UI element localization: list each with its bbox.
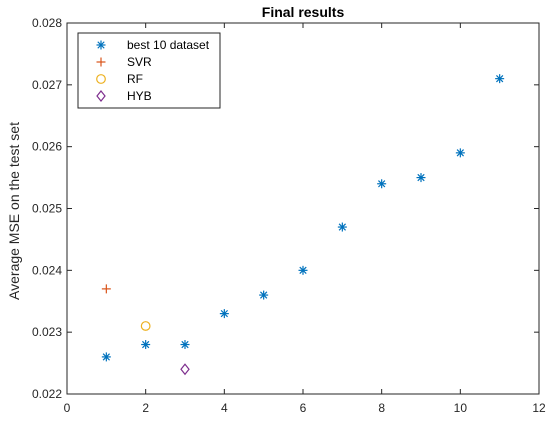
y-tick-label: 0.023 bbox=[32, 325, 62, 339]
data-point-asterisk bbox=[180, 340, 190, 350]
y-tick-label: 0.025 bbox=[32, 202, 62, 216]
x-tick-label: 6 bbox=[300, 401, 307, 415]
legend-label: SVR bbox=[127, 55, 152, 69]
data-point-asterisk bbox=[377, 179, 387, 189]
legend: best 10 dataset SVR RF HYB bbox=[77, 32, 221, 109]
legend-marker-circle bbox=[96, 74, 106, 84]
y-tick-label: 0.027 bbox=[32, 78, 62, 92]
data-point-circle bbox=[140, 321, 151, 331]
data-point-asterisk bbox=[298, 265, 308, 275]
x-tick-label: 8 bbox=[378, 401, 385, 415]
data-point-asterisk bbox=[141, 340, 151, 350]
data-point-plus bbox=[101, 284, 111, 294]
legend-label: HYB bbox=[127, 89, 152, 103]
x-axis: 0 2 4 6 8 10 12 bbox=[64, 23, 546, 415]
legend-marker-asterisk bbox=[96, 40, 106, 50]
data-point-diamond bbox=[180, 363, 190, 376]
x-tick-label: 0 bbox=[64, 401, 71, 415]
y-tick-label: 0.028 bbox=[32, 16, 62, 30]
data-point-asterisk bbox=[259, 290, 269, 300]
data-point-asterisk bbox=[416, 173, 426, 183]
legend-label: best 10 dataset bbox=[127, 38, 210, 52]
legend-label: RF bbox=[127, 72, 143, 86]
x-tick-label: 10 bbox=[454, 401, 468, 415]
data-point-asterisk bbox=[455, 148, 465, 158]
y-tick-label: 0.026 bbox=[32, 140, 62, 154]
y-axis: 0.022 0.023 0.024 0.025 0.026 0.027 0.028 bbox=[32, 16, 539, 401]
data-point-asterisk bbox=[495, 74, 505, 84]
x-tick-label: 4 bbox=[221, 401, 228, 415]
data-points bbox=[101, 74, 505, 376]
legend-marker-plus bbox=[96, 57, 106, 67]
chart-title: Final results bbox=[262, 4, 345, 20]
x-tick-label: 2 bbox=[142, 401, 149, 415]
data-point-asterisk bbox=[337, 222, 347, 232]
data-point-asterisk bbox=[101, 352, 111, 362]
y-tick-label: 0.024 bbox=[32, 263, 62, 277]
legend-marker-diamond bbox=[96, 90, 106, 102]
data-point-asterisk bbox=[219, 309, 229, 319]
y-tick-label: 0.022 bbox=[32, 387, 62, 401]
y-axis-title: Average MSE on the test set bbox=[6, 122, 22, 300]
x-tick-label: 12 bbox=[532, 401, 546, 415]
